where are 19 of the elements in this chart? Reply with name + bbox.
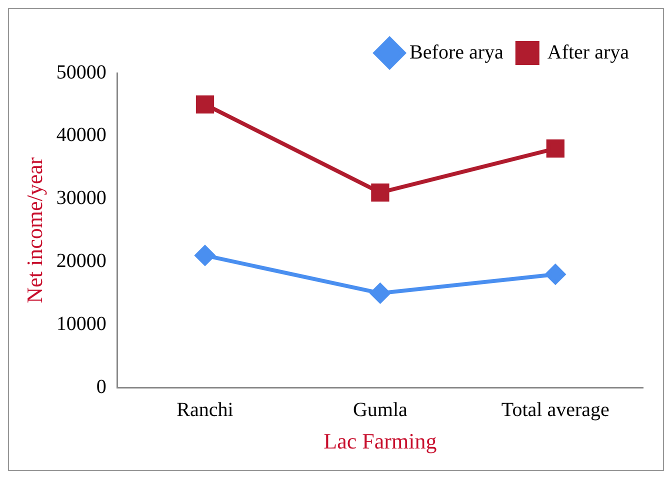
y-tick-label: 0	[96, 376, 106, 398]
point	[370, 283, 390, 304]
y-tick-label: 50000	[56, 61, 106, 84]
y-axis-title: Net income/year	[22, 156, 47, 304]
x-tick-label: Ranchi	[176, 398, 234, 421]
x-tick-label: Gumla	[352, 398, 408, 421]
x-axis-title: Lac Farming	[324, 428, 437, 454]
point	[195, 245, 215, 266]
y-tick-label: 20000	[56, 250, 106, 272]
y-tick-label: 40000	[56, 124, 106, 146]
point	[546, 139, 564, 158]
point	[196, 95, 214, 114]
legend-label: Before arya	[410, 41, 504, 64]
legend-label: After arya	[547, 41, 630, 64]
y-tick-label: 10000	[56, 312, 106, 335]
y-tick-label: 30000	[56, 187, 106, 210]
x-tick-label: Total average	[501, 398, 610, 421]
point	[371, 183, 390, 202]
point	[545, 264, 566, 284]
